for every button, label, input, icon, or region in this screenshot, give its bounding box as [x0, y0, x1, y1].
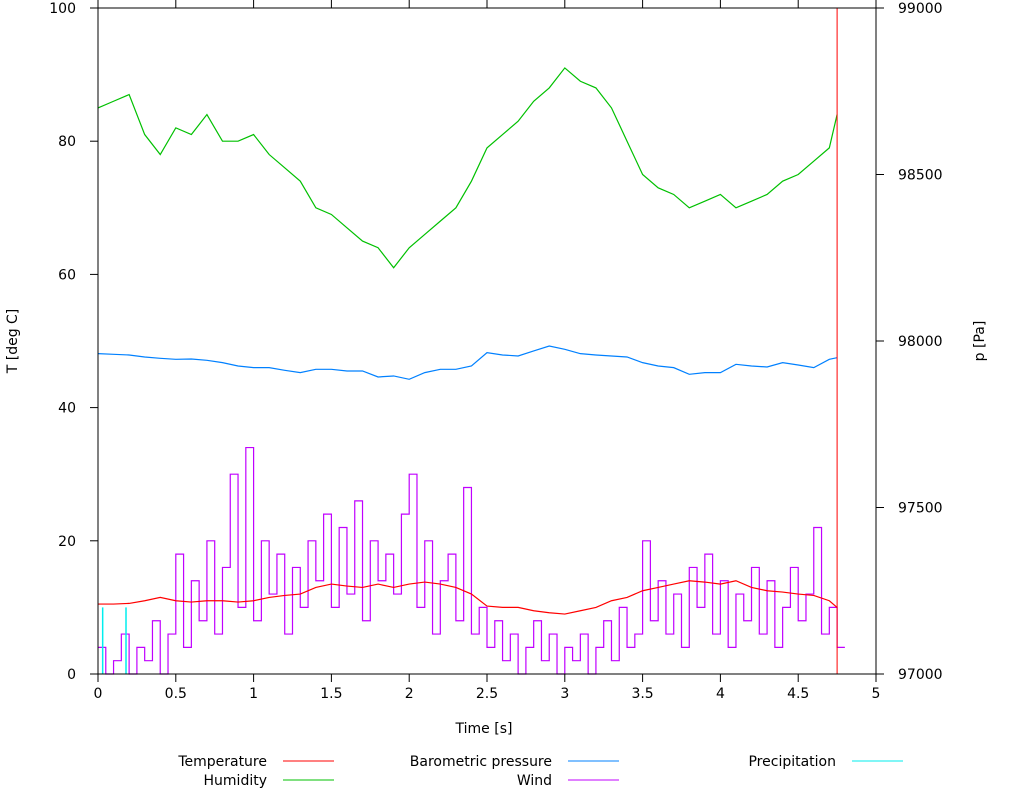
y2-tick-label: 97500	[898, 501, 943, 517]
x-tick-label: 1	[249, 686, 258, 702]
x-tick-label: 4.5	[787, 686, 809, 702]
y-tick-label: 40	[58, 401, 76, 417]
humidity-line	[97, 67, 838, 269]
legend-label-barometric-pressure: Barometric pressure	[410, 754, 552, 770]
y-tick-label: 0	[67, 667, 76, 683]
axes: 0 0.5 1 1.5 2 2.5 3 3.5 4 4.5 5 0 20 40 60 80 100 97000 97…	[49, 0, 943, 702]
legend-label-humidity: Humidity	[204, 773, 267, 789]
y-tick-label: 80	[58, 134, 76, 150]
x-tick-label: 1.5	[320, 686, 342, 702]
x-tick-label: 0	[94, 686, 103, 702]
x-tick-label: 4	[716, 686, 725, 702]
y2-tick-label: 98000	[898, 334, 943, 350]
y2-tick-label: 98500	[898, 168, 943, 184]
x-tick-label: 3	[560, 686, 569, 702]
legend: Temperature Humidity Barometric pressure Wi…	[177, 754, 903, 789]
y-axis-label: T [deg C]	[5, 309, 21, 375]
x-axis-label: Time [s]	[455, 721, 513, 737]
legend-label-wind: Wind	[517, 773, 552, 789]
x-tick-label: 2.5	[476, 686, 498, 702]
x-tick-label: 2	[405, 686, 414, 702]
y2-tick-label: 97000	[898, 667, 943, 683]
legend-label-temperature: Temperature	[177, 754, 267, 770]
wind-line	[98, 446, 845, 675]
y-tick-label: 20	[58, 534, 76, 550]
barometric-pressure-line	[97, 345, 838, 380]
legend-label-precipitation: Precipitation	[748, 754, 836, 770]
y-tick-label: 100	[49, 1, 76, 17]
y2-tick-label: 99000	[898, 1, 943, 17]
y-tick-label: 60	[58, 267, 76, 283]
x-tick-label: 0.5	[165, 686, 187, 702]
plot-series	[97, 67, 845, 675]
x-tick-label: 5	[872, 686, 881, 702]
y2-axis-label: p [Pa]	[972, 321, 988, 362]
x-tick-label: 3.5	[631, 686, 653, 702]
temperature-line	[98, 580, 838, 615]
